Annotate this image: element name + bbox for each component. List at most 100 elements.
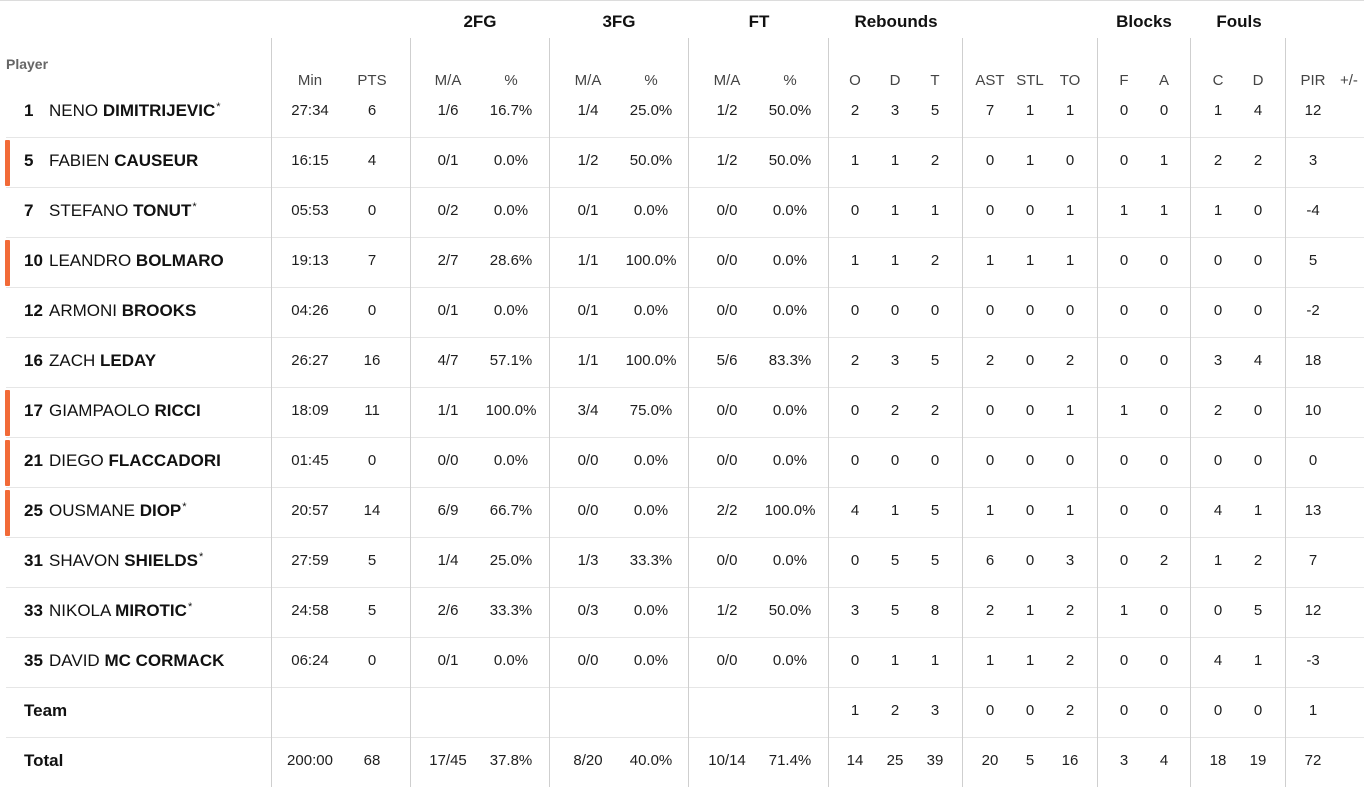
cell-reb-o: 2 (850, 102, 860, 119)
starter-mark: * (198, 551, 204, 563)
player-name[interactable]: DIEGO FLACCADORI (49, 451, 222, 471)
cell-blk-a: 0 (1159, 252, 1169, 269)
cell-pir: 7 (1308, 552, 1318, 569)
player-row[interactable]: 5 FABIEN CAUSEUR 16:15 4 0/1 0.0% 1/2 50.0% 1/2 5… (0, 138, 1364, 188)
cell-reb-t: 2 (930, 152, 940, 169)
header-to: TO (1059, 72, 1081, 89)
substitute-marker (5, 490, 10, 536)
cell-3fg-pct: 50.0% (629, 152, 673, 169)
cell-reb-o: 14 (846, 752, 864, 769)
player-last-name: MC CORMACK (104, 651, 225, 670)
player-name[interactable]: NENO DIMITRIJEVIC* (49, 101, 221, 121)
cell-2fg-pct: 0.0% (493, 452, 529, 469)
cell-ft-ma: 0/0 (716, 452, 738, 469)
cell-reb-t: 5 (930, 502, 940, 519)
cell-to: 3 (1065, 552, 1075, 569)
cell-ft-pct: 0.0% (772, 302, 808, 319)
header-3fg-pct: % (644, 72, 658, 89)
player-row[interactable]: 7 STEFANO TONUT* 05:53 0 0/2 0.0% 0/1 0.0% 0/0 0.… (0, 188, 1364, 238)
cell-ast: 0 (985, 152, 995, 169)
cell-reb-d: 0 (890, 452, 900, 469)
cell-foul-c: 2 (1213, 402, 1223, 419)
cell-blk-f: 3 (1119, 752, 1129, 769)
cell-stl: 0 (1025, 402, 1035, 419)
player-name[interactable]: STEFANO TONUT* (49, 201, 197, 221)
cell-to: 0 (1065, 452, 1075, 469)
cell-ft-ma: 1/2 (716, 602, 738, 619)
player-name[interactable]: DAVID MC CORMACK (49, 651, 225, 671)
substitute-marker (5, 140, 10, 186)
player-name[interactable]: NIKOLA MIROTIC* (49, 601, 192, 621)
header-3fg-ma: M/A (574, 72, 602, 89)
cell-foul-c: 18 (1209, 752, 1227, 769)
header-reb-o: O (849, 72, 861, 89)
cell-blk-a: 0 (1159, 302, 1169, 319)
cell-pir: 3 (1308, 152, 1318, 169)
cell-pir: 10 (1304, 402, 1322, 419)
player-row[interactable]: 16 ZACH LEDAY 26:27 16 4/7 57.1% 1/1 100.0% 5/6 8… (0, 338, 1364, 388)
cell-3fg-ma: 0/1 (577, 302, 599, 319)
player-row[interactable]: 17 GIAMPAOLO RICCI 18:09 11 1/1 100.0% 3/4 75.0… (0, 388, 1364, 438)
player-row[interactable]: 31 SHAVON SHIELDS* 27:59 5 1/4 25.0% 1/3 33.3% 0… (0, 538, 1364, 588)
player-name[interactable]: ZACH LEDAY (49, 351, 157, 371)
cell-3fg-pct: 0.0% (633, 452, 669, 469)
cell-blk-f: 0 (1119, 102, 1129, 119)
cell-ft-ma: 0/0 (716, 252, 738, 269)
cell-ft-pct: 0.0% (772, 552, 808, 569)
player-row[interactable]: 1 NENO DIMITRIJEVIC* 27:34 6 1/6 16.7% 1/4 25.0… (0, 88, 1364, 138)
player-last-name: RICCI (154, 401, 201, 420)
player-row[interactable]: 10 LEANDRO BOLMARO 19:13 7 2/7 28.6% 1/1 100.0%… (0, 238, 1364, 288)
cell-min: 27:34 (291, 102, 329, 119)
player-row[interactable]: 25 OUSMANE DIOP* 20:57 14 6/9 66.7% 0/0 0.0% 2/2… (0, 488, 1364, 538)
header-foul-c: C (1212, 72, 1224, 89)
cell-ft-ma: 2/2 (716, 502, 738, 519)
starter-mark: * (216, 101, 221, 113)
cell-foul-d: 5 (1253, 602, 1263, 619)
player-row[interactable]: 21 DIEGO FLACCADORI 01:45 0 0/0 0.0% 0/0 0.0% 0/… (0, 438, 1364, 488)
cell-ft-ma: 5/6 (716, 352, 738, 369)
cell-pts: 6 (367, 102, 377, 119)
cell-reb-t: 1 (930, 202, 940, 219)
player-last-name: MIROTIC (115, 601, 187, 620)
player-row[interactable]: 12 ARMONI BROOKS 04:26 0 0/1 0.0% 0/1 0.0% 0/0 0.… (0, 288, 1364, 338)
cell-ast: 6 (985, 552, 995, 569)
cell-reb-o: 1 (850, 702, 860, 719)
cell-to: 16 (1061, 752, 1079, 769)
player-name[interactable]: LEANDRO BOLMARO (49, 251, 225, 271)
player-name[interactable]: GIAMPAOLO RICCI (49, 401, 202, 421)
player-last-name: BOLMARO (135, 251, 224, 270)
cell-reb-d: 1 (890, 652, 900, 669)
cell-pir: -2 (1306, 302, 1320, 319)
player-name[interactable]: ARMONI BROOKS (49, 301, 197, 321)
player-name[interactable]: FABIEN CAUSEUR (49, 151, 199, 171)
cell-reb-t: 39 (926, 752, 944, 769)
cell-to: 1 (1065, 502, 1075, 519)
cell-3fg-pct: 33.3% (629, 552, 673, 569)
cell-pts: 0 (367, 452, 377, 469)
cell-ast: 7 (985, 102, 995, 119)
player-first-name: GIAMPAOLO (49, 401, 150, 420)
cell-ast: 0 (985, 302, 995, 319)
cell-3fg-ma: 0/0 (577, 652, 599, 669)
player-number: 21 (24, 451, 43, 470)
column-divider (410, 38, 411, 787)
cell-reb-o: 0 (850, 302, 860, 319)
cell-2fg-ma: 0/2 (437, 202, 459, 219)
player-name[interactable]: OUSMANE DIOP* (49, 501, 187, 521)
cell-pir: 0 (1308, 452, 1318, 469)
cell-reb-t: 8 (930, 602, 940, 619)
cell-foul-d: 4 (1253, 352, 1263, 369)
cell-blk-a: 2 (1159, 552, 1169, 569)
player-number: 12 (24, 301, 43, 320)
player-last-name: DIMITRIJEVIC (102, 101, 216, 120)
cell-blk-a: 1 (1159, 202, 1169, 219)
player-row[interactable]: 33 NIKOLA MIROTIC* 24:58 5 2/6 33.3% 0/3 0.0% 1/… (0, 588, 1364, 638)
cell-blk-a: 0 (1159, 402, 1169, 419)
cell-reb-d: 1 (890, 202, 900, 219)
cell-min: 24:58 (291, 602, 329, 619)
player-row[interactable]: 35 DAVID MC CORMACK 06:24 0 0/1 0.0% 0/0 0.0% 0/… (0, 638, 1364, 688)
cell-2fg-ma: 0/0 (437, 452, 459, 469)
cell-blk-f: 1 (1119, 602, 1129, 619)
player-name[interactable]: SHAVON SHIELDS* (49, 551, 203, 571)
cell-stl: 0 (1025, 302, 1035, 319)
